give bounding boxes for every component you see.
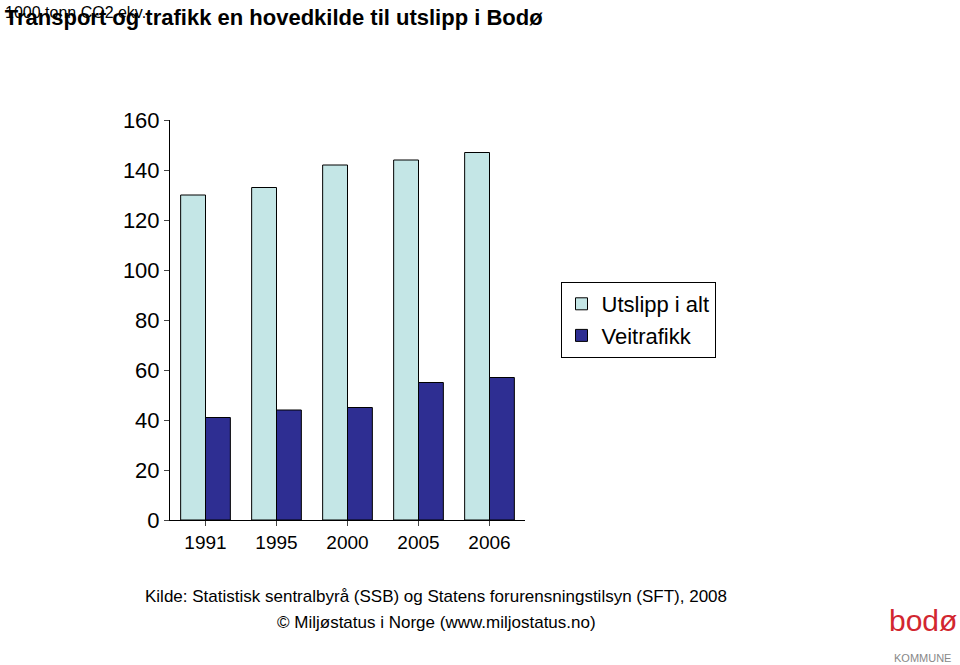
svg-text:2000: 2000 xyxy=(326,532,368,553)
svg-text:Kilde: Statistisk sentralbyrå: Kilde: Statistisk sentralbyrå (SSB) og S… xyxy=(145,587,727,606)
svg-text:1991: 1991 xyxy=(184,532,226,553)
svg-text:1000 tonn CO2 ekv.: 1000 tonn CO2 ekv. xyxy=(5,4,146,21)
svg-text:40: 40 xyxy=(135,408,159,433)
svg-text:Utslipp i alt: Utslipp i alt xyxy=(602,292,710,317)
svg-text:60: 60 xyxy=(135,358,159,383)
svg-text:1995: 1995 xyxy=(255,532,297,553)
svg-text:Veitrafikk: Veitrafikk xyxy=(602,324,692,349)
svg-text:KOMMUNE: KOMMUNE xyxy=(894,652,951,664)
svg-text:100: 100 xyxy=(123,258,160,283)
svg-text:140: 140 xyxy=(123,158,160,183)
svg-text:120: 120 xyxy=(123,208,160,233)
svg-text:20: 20 xyxy=(135,458,159,483)
svg-text:© Miljøstatus i Norge (www.mil: © Miljøstatus i Norge (www.miljostatus.n… xyxy=(277,613,596,632)
svg-text:2005: 2005 xyxy=(397,532,439,553)
svg-text:0: 0 xyxy=(147,508,159,533)
svg-text:Transport og trafikk en hovedk: Transport og trafikk en hovedkilde til u… xyxy=(5,5,543,30)
svg-text:2006: 2006 xyxy=(468,532,510,553)
svg-text:160: 160 xyxy=(123,108,160,133)
svg-text:80: 80 xyxy=(135,308,159,333)
svg-text:bodø: bodø xyxy=(889,604,957,637)
